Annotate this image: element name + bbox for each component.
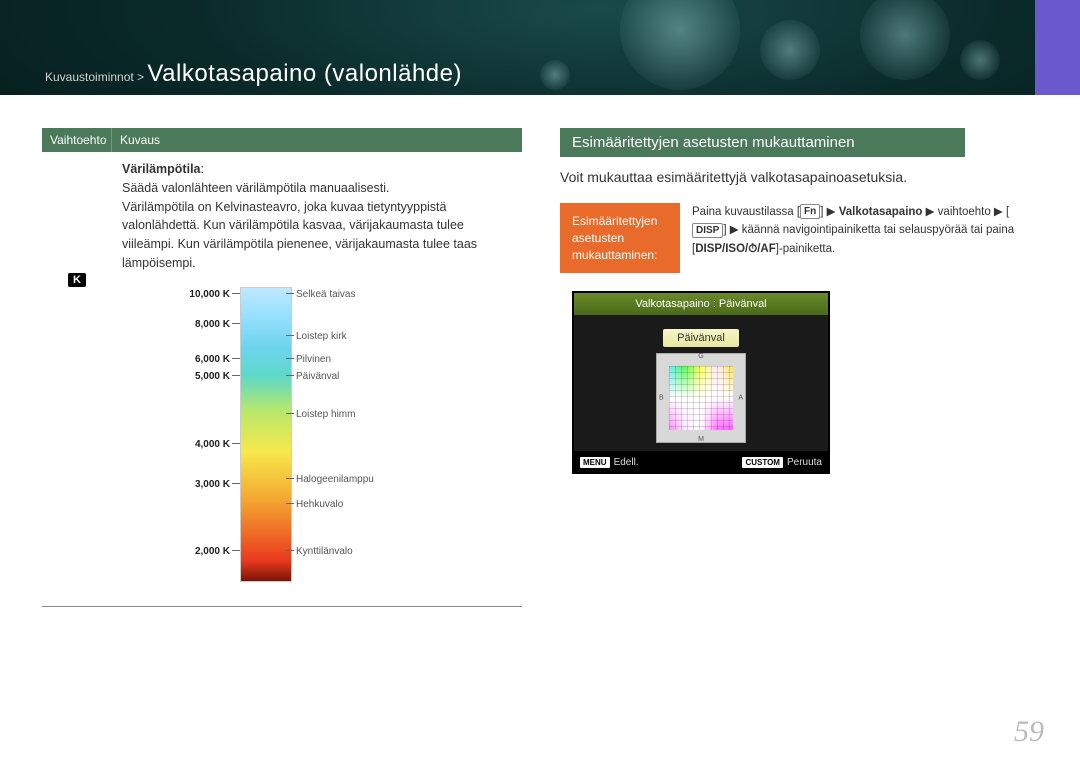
custom-tag-icon: CUSTOM <box>742 457 783 468</box>
axis-g-label: G <box>698 353 703 360</box>
camera-lcd-mock: Valkotasapaino : Päivänval Päivänval G M… <box>572 291 830 474</box>
bokeh-circle <box>540 60 570 90</box>
right-column: Esimääritettyjen asetusten mukauttaminen… <box>560 128 1025 474</box>
side-tab <box>1035 0 1080 95</box>
menu-label: Edell. <box>614 457 639 468</box>
page-number: 59 <box>1014 715 1044 749</box>
ct-left-tick: 2,000 K <box>148 544 230 559</box>
lcd-body: Päivänval G M B A <box>574 315 828 451</box>
badge-line: mukauttaminen: <box>572 248 657 262</box>
ct-left-tick: 10,000 K <box>148 287 230 302</box>
ct-right-tick: Kynttilänvalo <box>296 544 353 559</box>
wb-adjust-grid[interactable]: G M B A <box>656 353 746 443</box>
ct-left-tick: 5,000 K <box>148 369 230 384</box>
menu-tag-icon: MENU <box>580 457 610 468</box>
kelvin-icon: K <box>68 273 86 287</box>
ct-left-tick: 6,000 K <box>148 352 230 367</box>
instruction-text: Paina kuvaustilassa [Fn] ▶ Valkotasapain… <box>692 203 1025 273</box>
fn-key-icon: Fn <box>800 204 820 219</box>
badge-line: asetusten <box>572 231 624 245</box>
ct-right-tick: Pilvinen <box>296 352 331 367</box>
desc-heading: Värilämpötila <box>122 162 201 176</box>
instruction-badge: Esimääritettyjen asetusten mukauttaminen… <box>560 203 680 273</box>
ct-left-tick: 4,000 K <box>148 437 230 452</box>
option-desc-cell: Värilämpötila: Säädä valonlähteen värilä… <box>112 152 522 606</box>
instruction-row: Esimääritettyjen asetusten mukauttaminen… <box>560 203 1025 273</box>
instr-seg: ] ▶ <box>820 206 838 218</box>
wb-grid-gradient <box>669 366 733 430</box>
ct-right-tick: Selkeä taivas <box>296 287 355 302</box>
col-header-option: Vaihtoehto <box>42 128 112 152</box>
breadcrumb-prefix: Kuvaustoiminnot > <box>45 70 144 84</box>
section-desc: Voit mukauttaa esimääritettyjä valkotasa… <box>560 157 1025 203</box>
disp-key-icon: DISP <box>692 223 723 238</box>
bokeh-circle <box>960 40 1000 80</box>
ct-right-tick: Loistep himm <box>296 407 355 422</box>
breadcrumb: Kuvaustoiminnot > Valkotasapaino (valonl… <box>45 60 462 88</box>
axis-a-label: A <box>738 395 743 402</box>
ct-right-tick: Loistep kirk <box>296 329 347 344</box>
ct-right-tick: Päivänval <box>296 369 339 384</box>
option-icon-cell: K <box>42 152 112 606</box>
section-title: Esimääritettyjen asetusten mukauttaminen <box>560 128 965 157</box>
option-table: Vaihtoehto Kuvaus K Värilämpötila: Säädä… <box>42 128 522 607</box>
lcd-footer: MENU Edell. CUSTOM Peruuta <box>574 451 828 472</box>
page-title: Valkotasapaino (valonlähde) <box>147 60 462 87</box>
col-header-desc: Kuvaus <box>112 128 522 152</box>
bokeh-circle <box>860 0 950 80</box>
lcd-custom-button[interactable]: CUSTOM Peruuta <box>742 457 822 468</box>
instr-keys: DISP/ISO/⏱/AF <box>695 243 776 255</box>
table-header: Vaihtoehto Kuvaus <box>42 128 522 152</box>
instr-seg: ▶ vaihtoehto ▶ [ <box>922 206 1009 218</box>
ct-right-tick: Halogeenilamppu <box>296 472 374 487</box>
bokeh-circle <box>620 0 740 90</box>
desc-line1: Säädä valonlähteen värilämpötila manuaal… <box>122 181 390 195</box>
instr-bold: Valkotasapaino <box>839 206 923 218</box>
ct-left-tick: 3,000 K <box>148 477 230 492</box>
ct-left-tick: 8,000 K <box>148 317 230 332</box>
table-row: K Värilämpötila: Säädä valonlähteen väri… <box>42 152 522 607</box>
badge-line: Esimääritettyjen <box>572 214 657 228</box>
axis-m-label: M <box>698 436 704 443</box>
instr-seg: Paina kuvaustilassa [ <box>692 206 800 218</box>
ct-right-tick: Hehkuvalo <box>296 497 343 512</box>
desc-para: Värilämpötila on Kelvinasteavro, joka ku… <box>122 200 477 270</box>
color-temperature-chart: 10,000 K 8,000 K 6,000 K 5,000 K 4,000 K 3,00… <box>148 287 508 582</box>
bokeh-circle <box>760 20 820 80</box>
lcd-selected-preset: Päivänval <box>663 329 739 347</box>
custom-label: Peruuta <box>787 457 822 468</box>
ct-gradient-bar <box>240 287 292 582</box>
instr-seg: ]-painiketta. <box>776 243 835 255</box>
lcd-title: Valkotasapaino : Päivänval <box>574 293 828 315</box>
axis-b-label: B <box>659 395 664 402</box>
lcd-menu-button[interactable]: MENU Edell. <box>580 457 639 468</box>
